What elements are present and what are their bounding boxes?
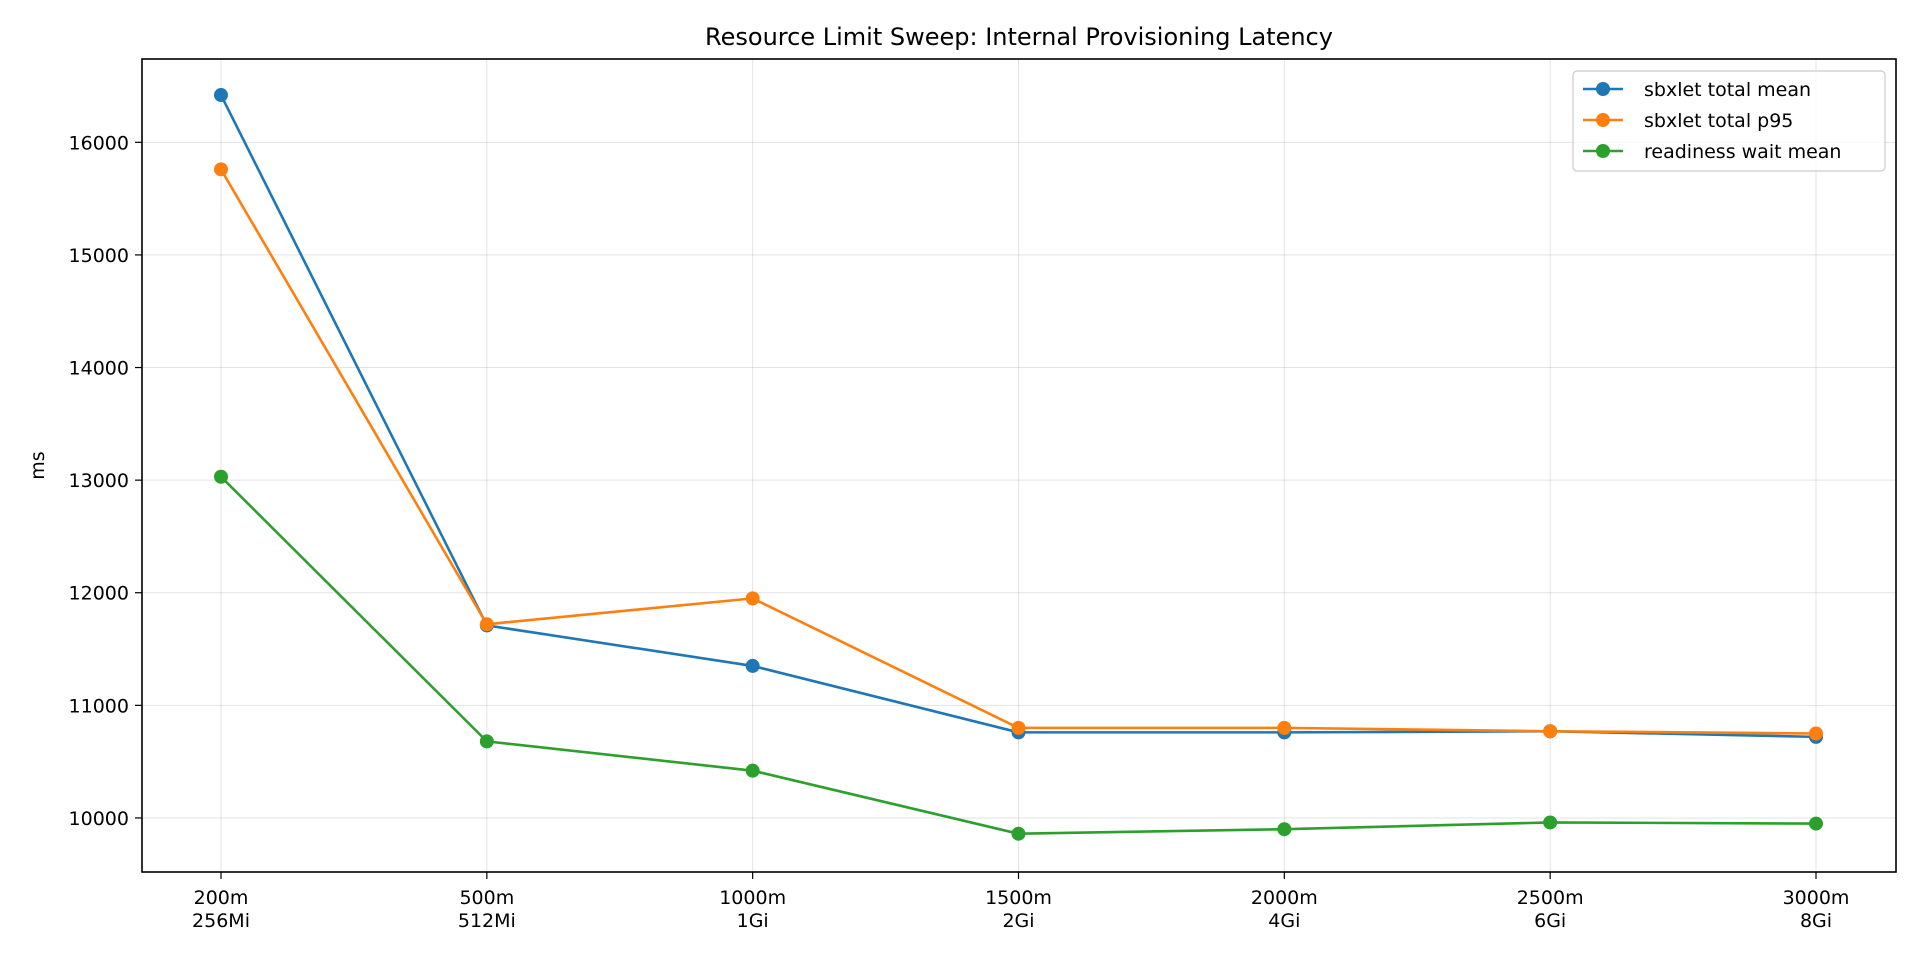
y-tick-label: 11000 (69, 695, 129, 717)
y-axis-ticks: 10000 11000 12000 13000 14000 15000 16000 (69, 132, 142, 830)
x-tick-label-line: 2000m (1251, 887, 1318, 909)
data-point (745, 658, 760, 673)
legend-label: readiness wait mean (1644, 141, 1841, 163)
x-tick-label-line: 256Mi (192, 910, 250, 932)
x-tick-label: 200m 256Mi (192, 887, 250, 932)
y-tick-label: 14000 (69, 358, 129, 380)
y-tick-label: 12000 (69, 583, 129, 605)
legend-marker (1596, 144, 1610, 158)
x-tick-label-line: 4Gi (1268, 910, 1300, 932)
x-tick-label-line: 2500m (1517, 887, 1584, 909)
x-tick-label-line: 1Gi (737, 910, 769, 932)
x-tick-label-line: 3000m (1783, 887, 1850, 909)
y-tick-label: 15000 (69, 245, 129, 267)
data-point (1011, 826, 1026, 841)
series-group (214, 88, 1823, 841)
x-tick-label: 2000m 4Gi (1251, 887, 1318, 932)
data-point (745, 591, 760, 606)
x-tick-label-line: 1000m (719, 887, 786, 909)
y-tick-label: 13000 (69, 470, 129, 492)
data-point (1809, 726, 1823, 741)
x-tick-label-line: 8Gi (1800, 910, 1832, 932)
chart-title: Resource Limit Sweep: Internal Provision… (705, 23, 1333, 51)
data-point (1543, 815, 1558, 830)
data-point (479, 734, 494, 749)
x-axis-ticks: 200m 256Mi 500m 512Mi 1000m 1Gi 1500m 2Gi 2000m 4… (192, 872, 1849, 932)
data-point (1011, 720, 1026, 735)
x-tick-label: 1000m 1Gi (719, 887, 786, 932)
data-point (214, 469, 228, 484)
legend-marker (1596, 113, 1610, 127)
x-tick-label-line: 2Gi (1002, 910, 1034, 932)
x-tick-label: 3000m 8Gi (1783, 887, 1850, 932)
x-tick-label-line: 200m (194, 887, 249, 909)
series-readiness-wait-mean (214, 469, 1823, 841)
data-point (1809, 816, 1823, 831)
data-point (745, 763, 760, 778)
y-axis-label: ms (27, 451, 49, 479)
x-tick-label: 2500m 6Gi (1517, 887, 1584, 932)
data-point (1543, 724, 1558, 739)
x-tick-label-line: 500m (459, 887, 514, 909)
x-tick-label: 1500m 2Gi (985, 887, 1052, 932)
legend-label: sbxlet total mean (1644, 79, 1811, 101)
data-point (1277, 720, 1292, 735)
x-tick-label: 500m 512Mi (458, 887, 516, 932)
data-point (214, 162, 228, 177)
legend: sbxlet total mean sbxlet total p95 readine… (1572, 70, 1886, 172)
data-point (479, 617, 494, 632)
data-point (1277, 822, 1292, 837)
y-tick-label: 16000 (69, 132, 129, 154)
grid-lines (142, 59, 1896, 872)
legend-label: sbxlet total p95 (1644, 110, 1793, 132)
legend-box (1572, 70, 1886, 172)
series-sbxlet-total-p95 (214, 162, 1823, 741)
x-tick-label-line: 512Mi (458, 910, 516, 932)
plot-frame (141, 58, 1897, 873)
x-tick-label-line: 6Gi (1534, 910, 1566, 932)
legend-marker (1596, 82, 1610, 96)
y-tick-label: 10000 (69, 808, 129, 830)
x-tick-label-line: 1500m (985, 887, 1052, 909)
data-point (214, 88, 228, 103)
